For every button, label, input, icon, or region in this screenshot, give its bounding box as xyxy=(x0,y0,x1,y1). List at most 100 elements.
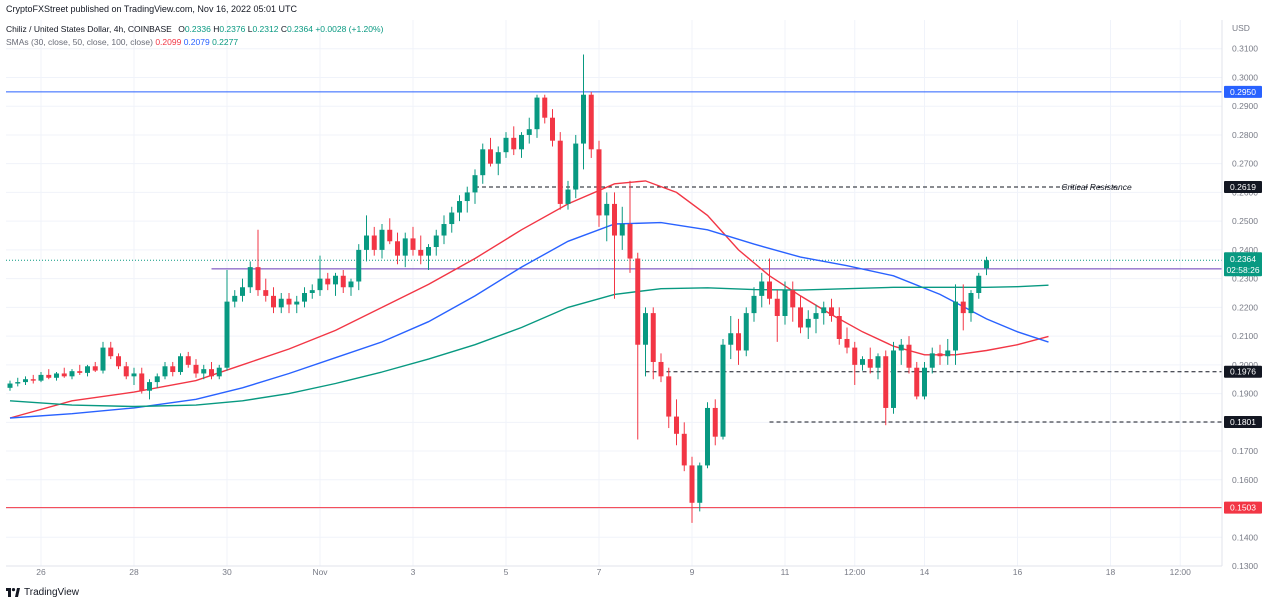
level-price-tag xyxy=(1224,85,1262,98)
candle-down xyxy=(712,407,718,437)
candle-down xyxy=(906,344,912,368)
candle-up xyxy=(705,407,710,466)
level-price-text: 0.2950 xyxy=(1230,87,1256,97)
sma-settings-label[interactable]: SMAs (30, close, 50, close, 100, close) xyxy=(6,37,153,47)
candle-up xyxy=(54,373,59,378)
candle-down xyxy=(689,465,695,503)
candle-up xyxy=(85,366,90,373)
candle-up xyxy=(519,134,524,150)
candle-down xyxy=(61,373,67,377)
price-tick-label: 0.2100 xyxy=(1232,331,1258,341)
candle-down xyxy=(185,356,191,365)
candle-down xyxy=(612,203,617,236)
level-price-text: 0.1801 xyxy=(1230,417,1256,427)
candle-up xyxy=(759,281,765,296)
sma-line xyxy=(9,284,1049,408)
price-tick-label: 0.2500 xyxy=(1232,216,1258,226)
time-tick-label: 28 xyxy=(129,567,139,577)
time-tick-label: 16 xyxy=(1013,567,1023,577)
candle-down xyxy=(658,361,664,377)
candle-down xyxy=(836,315,842,339)
published-info: CryptoFXStreet published on TradingView.… xyxy=(6,4,297,14)
high-value: 0.2376 xyxy=(219,24,246,34)
candle-up xyxy=(309,290,315,293)
candle-up xyxy=(968,293,974,314)
candle-up xyxy=(805,318,811,328)
candle-up xyxy=(201,369,207,374)
candle-down xyxy=(790,290,796,308)
price-tick-label: 0.2300 xyxy=(1232,274,1258,284)
price-tick-label: 0.2900 xyxy=(1232,101,1258,111)
candle-up xyxy=(860,359,865,365)
candle-up xyxy=(743,313,749,351)
level-price-tag xyxy=(1224,365,1262,378)
candle-up xyxy=(875,356,881,368)
change-value: +0.0028 (+1.20%) xyxy=(315,24,384,34)
candle-up xyxy=(100,347,106,371)
candle-down xyxy=(937,353,943,357)
candle-down xyxy=(30,379,36,381)
candle-down xyxy=(844,338,850,348)
candle-down xyxy=(960,301,966,314)
level-price-text: 0.1976 xyxy=(1230,367,1256,377)
level-price-text: 0.2619 xyxy=(1230,182,1256,192)
candle-up xyxy=(472,175,478,193)
price-axis[interactable]: USD0.13000.14000.15000.16000.17000.18000… xyxy=(1221,20,1258,571)
price-tick-label: 0.2200 xyxy=(1232,302,1258,312)
footer-brand[interactable]: TradingView xyxy=(6,587,79,598)
candle-down xyxy=(418,249,424,256)
bar-countdown-text: 02:58:26 xyxy=(1226,265,1259,275)
candle-down xyxy=(108,347,114,357)
candle-up xyxy=(15,382,21,384)
candle-up xyxy=(526,129,532,135)
candle-up xyxy=(929,353,935,368)
open-value: 0.2336 xyxy=(184,24,211,34)
price-tick-label: 0.2400 xyxy=(1232,245,1258,255)
candle-down xyxy=(139,373,145,391)
sma-line xyxy=(9,180,1049,419)
close-label: C xyxy=(280,24,287,34)
symbol-name[interactable]: Chiliz / United States Dollar, 4h, COINB… xyxy=(6,24,172,34)
candle-up xyxy=(433,235,439,248)
candle-up xyxy=(348,281,354,288)
candle-up xyxy=(697,465,703,503)
level-price-tag xyxy=(1224,501,1262,514)
open-label: O xyxy=(178,24,185,34)
candle-down xyxy=(867,359,873,368)
sma30-value: 0.2099 xyxy=(155,37,182,47)
candle-up xyxy=(7,383,13,388)
candle-up xyxy=(945,350,951,357)
candle-up xyxy=(604,203,610,216)
candle-up xyxy=(782,290,788,316)
candle-down xyxy=(371,235,377,250)
time-tick-label: 3 xyxy=(411,567,416,577)
candle-up xyxy=(480,149,486,176)
price-tick-label: 0.1700 xyxy=(1232,446,1258,456)
low-value: 0.2312 xyxy=(252,24,279,34)
candle-up xyxy=(364,235,369,250)
candle-down xyxy=(46,374,52,378)
candle-down xyxy=(736,333,741,351)
candle-up xyxy=(565,189,571,204)
tradingview-logo-icon xyxy=(6,588,20,597)
candle-down xyxy=(170,366,176,373)
candle-down xyxy=(209,369,214,377)
candle-up xyxy=(162,366,168,377)
candle-down xyxy=(550,117,555,141)
level-price-tag xyxy=(1224,180,1262,193)
time-tick-label: 12:00 xyxy=(1170,567,1192,577)
candle-down xyxy=(627,224,633,259)
candle-down xyxy=(588,94,594,150)
candle-up xyxy=(154,376,160,383)
candle-up xyxy=(240,287,245,296)
candle-up xyxy=(728,333,734,345)
time-tick-label: 18 xyxy=(1106,567,1116,577)
close-value: 0.2364 xyxy=(286,24,313,34)
current-price-tag xyxy=(1224,252,1262,277)
candle-down xyxy=(596,149,602,216)
time-axis[interactable]: 26 28 30 Nov 3 5 7 9 11 12:00 14 16 18 12:00 xyxy=(6,565,1222,577)
candle-up xyxy=(751,295,757,314)
candle-up xyxy=(984,260,989,269)
candle-up xyxy=(922,367,927,397)
